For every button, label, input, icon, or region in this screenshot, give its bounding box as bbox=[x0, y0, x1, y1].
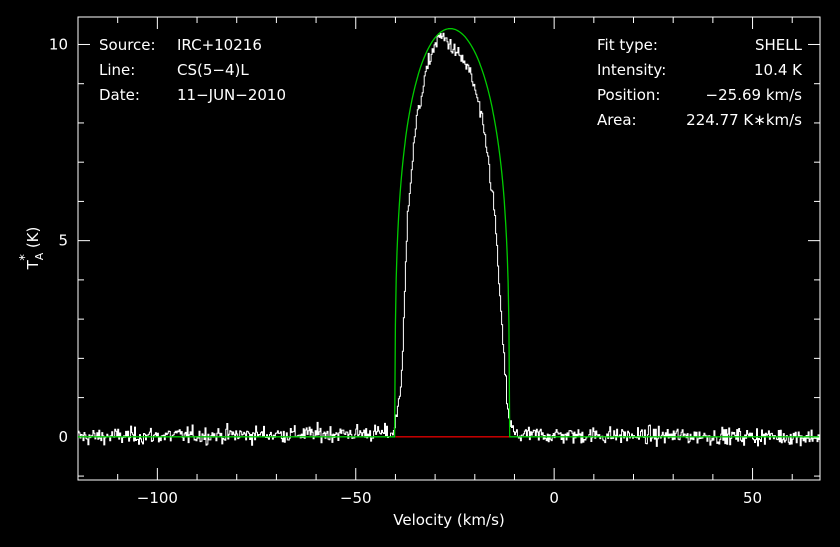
plot-frame bbox=[77, 16, 821, 481]
y-tick-label: 5 bbox=[58, 232, 68, 250]
fit-value: −25.69 km/s bbox=[706, 86, 803, 104]
axis-ticks bbox=[77, 17, 820, 480]
info-label: Source: bbox=[99, 36, 156, 54]
fit-value: 10.4 K bbox=[754, 61, 803, 79]
y-tick-label: 0 bbox=[58, 428, 68, 446]
x-tick-label: −100 bbox=[137, 489, 178, 507]
fit-line bbox=[78, 27, 820, 438]
fit-info-block: Fit type: SHELL Intensity: 10.4 K Position: −… bbox=[597, 36, 803, 129]
x-axis-label: Velocity (km/s) bbox=[393, 511, 504, 529]
y-axis-label-sub: A bbox=[33, 252, 46, 260]
y-axis-label-main: T bbox=[24, 259, 42, 270]
x-tick-labels: −100 −50 0 50 bbox=[137, 489, 762, 507]
info-value: CS(5−4)L bbox=[177, 61, 249, 79]
info-label: Date: bbox=[99, 86, 140, 104]
y-axis-label-unit: (K) bbox=[24, 227, 42, 249]
x-tick-label: 0 bbox=[549, 489, 559, 507]
info-label: Line: bbox=[99, 61, 135, 79]
spectrum-line bbox=[78, 32, 821, 447]
fit-value: 224.77 K∗km/s bbox=[686, 111, 802, 129]
fit-value: SHELL bbox=[755, 36, 803, 54]
y-axis-label-sup: * bbox=[18, 254, 33, 261]
y-tick-labels: 0 5 10 bbox=[49, 35, 68, 445]
y-axis-label: TA* (K) bbox=[18, 227, 46, 271]
fit-label: Intensity: bbox=[597, 61, 666, 79]
info-value: 11−JUN−2010 bbox=[177, 86, 286, 104]
fit-label: Fit type: bbox=[597, 36, 658, 54]
fit-label: Position: bbox=[597, 86, 660, 104]
x-tick-label: 50 bbox=[743, 489, 762, 507]
y-tick-label: 10 bbox=[49, 35, 68, 53]
x-tick-label: −50 bbox=[340, 489, 372, 507]
fit-label: Area: bbox=[597, 111, 637, 129]
source-info-block: Source: IRC+10216 Line: CS(5−4)L Date: 11−JUN… bbox=[99, 36, 286, 104]
svg-text:TA*(K): TA* (K) bbox=[18, 227, 46, 271]
info-value: IRC+10216 bbox=[177, 36, 262, 54]
